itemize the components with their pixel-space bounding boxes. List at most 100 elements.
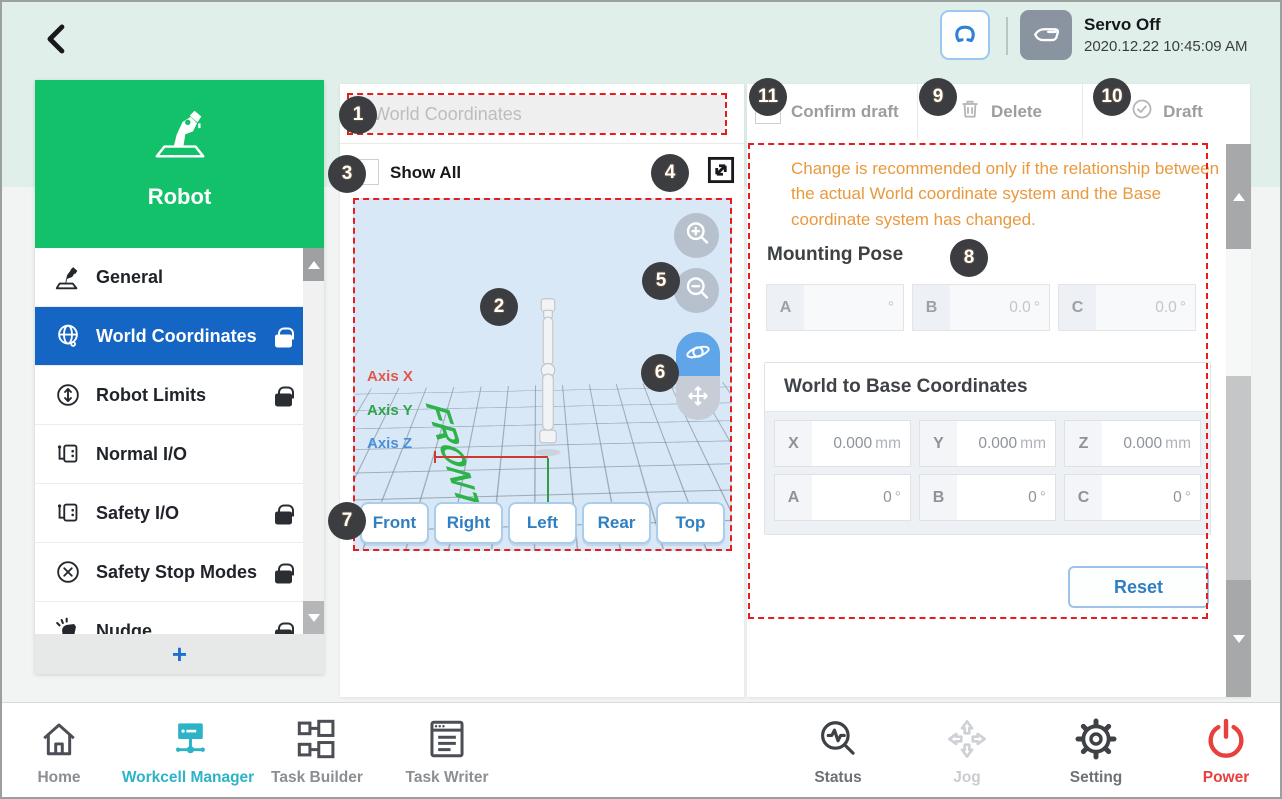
sidebar-item-world-coordinates[interactable]: World Coordinates bbox=[35, 307, 324, 366]
add-workcell-item-button[interactable]: + bbox=[35, 634, 324, 674]
field-value: 0.0 bbox=[1009, 298, 1031, 316]
task-writer-icon bbox=[377, 711, 517, 767]
nav-home[interactable]: Home bbox=[2, 711, 129, 787]
world-to-base-body: X 0.000 mm Y 0.000 mm Z 0.000 mm A bbox=[765, 412, 1210, 521]
detail-panel: Confirm draft Delete Draft Change is rec… bbox=[747, 84, 1251, 697]
field-unit: ° bbox=[1184, 488, 1191, 506]
scrollbar-thumb[interactable] bbox=[1226, 376, 1251, 580]
detail-scrollbar[interactable] bbox=[1226, 144, 1251, 697]
xyz-row: X 0.000 mm Y 0.000 mm Z 0.000 mm bbox=[774, 420, 1210, 467]
nav-label: Setting bbox=[1069, 769, 1123, 786]
view-front-button[interactable]: Front bbox=[360, 502, 429, 544]
view-right-button[interactable]: Right bbox=[434, 502, 503, 544]
sidebar-item-general[interactable]: General bbox=[35, 248, 324, 307]
zoom-out-icon bbox=[682, 273, 712, 308]
field-unit: mm bbox=[1165, 434, 1191, 452]
sidebar-item-robot-limits[interactable]: Robot Limits bbox=[35, 366, 324, 425]
callout-2: 2 bbox=[480, 288, 518, 326]
sidebar-item-label: Safety I/O bbox=[96, 502, 180, 523]
zoom-in-button[interactable] bbox=[674, 213, 719, 258]
callout-6: 6 bbox=[641, 354, 679, 392]
nav-task-writer[interactable]: Task Writer bbox=[377, 711, 517, 787]
nav-status[interactable]: Status bbox=[768, 711, 908, 787]
world-to-base-c-field[interactable]: C 0 ° bbox=[1064, 474, 1201, 521]
sidebar-item-safety-stop-modes[interactable]: Safety Stop Modes bbox=[35, 543, 324, 602]
axis-x-tick bbox=[434, 451, 436, 463]
rotate-mode-button[interactable] bbox=[676, 332, 720, 376]
field-value: 0 bbox=[883, 488, 892, 506]
callout-8: 8 bbox=[950, 239, 988, 277]
scroll-up-button[interactable] bbox=[1226, 144, 1251, 249]
expand-viewer-button[interactable] bbox=[700, 151, 742, 193]
world-to-base-a-field[interactable]: A 0 ° bbox=[774, 474, 911, 521]
nav-jog[interactable]: Jog bbox=[897, 711, 1037, 787]
world-to-base-z-field[interactable]: Z 0.000 mm bbox=[1064, 420, 1201, 467]
scroll-up-button[interactable] bbox=[303, 248, 324, 281]
expand-icon bbox=[704, 153, 738, 192]
field-unit: mm bbox=[1020, 434, 1046, 452]
sidebar-item-safety-io[interactable]: Safety I/O bbox=[35, 484, 324, 543]
servo-hand-button[interactable] bbox=[1020, 10, 1072, 60]
detail-tabs: Confirm draft Delete Draft bbox=[747, 84, 1250, 139]
mounting-pose-a-field[interactable]: A ° bbox=[766, 284, 904, 331]
orbit-icon bbox=[684, 338, 712, 371]
field-label: C bbox=[1059, 285, 1096, 330]
task-builder-icon bbox=[247, 711, 387, 767]
world-to-base-card: World to Base Coordinates X 0.000 mm Y 0.… bbox=[764, 362, 1211, 535]
axis-y-label: Axis Y bbox=[367, 402, 413, 419]
field-label: X bbox=[775, 421, 812, 466]
sidebar-scrollbar[interactable] bbox=[303, 248, 324, 634]
lock-icon bbox=[275, 327, 294, 348]
axis-z-label: Axis Z bbox=[367, 435, 413, 452]
nav-workcell-manager[interactable]: Workcell Manager bbox=[118, 711, 258, 787]
servo-status-text: Servo Off bbox=[1084, 15, 1161, 34]
check-circle-icon bbox=[1130, 97, 1154, 126]
pan-mode-button[interactable] bbox=[676, 376, 720, 420]
world-coordinates-warning-text: Change is recommended only if the relati… bbox=[791, 159, 1220, 229]
jog-dpad-icon bbox=[897, 711, 1037, 767]
nudge-hand-icon bbox=[53, 616, 83, 634]
nav-task-builder[interactable]: Task Builder bbox=[247, 711, 387, 787]
sidebar-item-nudge[interactable]: Nudge bbox=[35, 602, 324, 634]
sidebar-item-label: World Coordinates bbox=[96, 325, 257, 346]
nav-label: Workcell Manager bbox=[121, 769, 255, 786]
nav-label: Home bbox=[37, 769, 81, 786]
nav-label: Status bbox=[814, 769, 862, 786]
world-to-base-x-field[interactable]: X 0.000 mm bbox=[774, 420, 911, 467]
coordinate-name-input[interactable] bbox=[349, 95, 725, 133]
gripper-icon bbox=[950, 18, 980, 53]
view-top-button[interactable]: Top bbox=[656, 502, 725, 544]
triangle-up-icon bbox=[307, 260, 320, 269]
gripper-status-button[interactable] bbox=[940, 10, 990, 60]
lock-icon bbox=[275, 386, 294, 407]
gear-icon bbox=[1026, 711, 1166, 767]
world-to-base-b-field[interactable]: B 0 ° bbox=[919, 474, 1056, 521]
callout-11: 11 bbox=[749, 78, 787, 116]
robot-card-header[interactable]: Robot bbox=[35, 80, 324, 248]
reset-button[interactable]: Reset bbox=[1068, 566, 1209, 608]
field-label: A bbox=[767, 285, 804, 330]
zoom-out-button[interactable] bbox=[674, 268, 719, 313]
axis-x-label: Axis X bbox=[367, 368, 413, 385]
field-value: 0.0 bbox=[1155, 298, 1177, 316]
workcell-sidebar: Robot General World Coordinates bbox=[35, 80, 324, 674]
nav-label: Jog bbox=[953, 769, 981, 786]
field-label: C bbox=[1065, 475, 1102, 520]
mounting-pose-title: Mounting Pose bbox=[767, 244, 904, 265]
nav-power[interactable]: Power bbox=[1156, 711, 1280, 787]
scroll-down-button[interactable] bbox=[1226, 580, 1251, 697]
field-unit: mm bbox=[875, 434, 901, 452]
triangle-down-icon bbox=[307, 613, 320, 622]
callout-4: 4 bbox=[651, 154, 689, 192]
view-left-button[interactable]: Left bbox=[508, 502, 577, 544]
sidebar-item-normal-io[interactable]: Normal I/O bbox=[35, 425, 324, 484]
mounting-pose-b-field[interactable]: B 0.0 ° bbox=[912, 284, 1050, 331]
world-to-base-y-field[interactable]: Y 0.000 mm bbox=[919, 420, 1056, 467]
mounting-pose-c-field[interactable]: C 0.0 ° bbox=[1058, 284, 1196, 331]
view-rear-button[interactable]: Rear bbox=[582, 502, 651, 544]
scroll-down-button[interactable] bbox=[303, 601, 324, 634]
hand-icon bbox=[1029, 17, 1063, 54]
back-button[interactable] bbox=[30, 14, 84, 68]
nav-setting[interactable]: Setting bbox=[1026, 711, 1166, 787]
